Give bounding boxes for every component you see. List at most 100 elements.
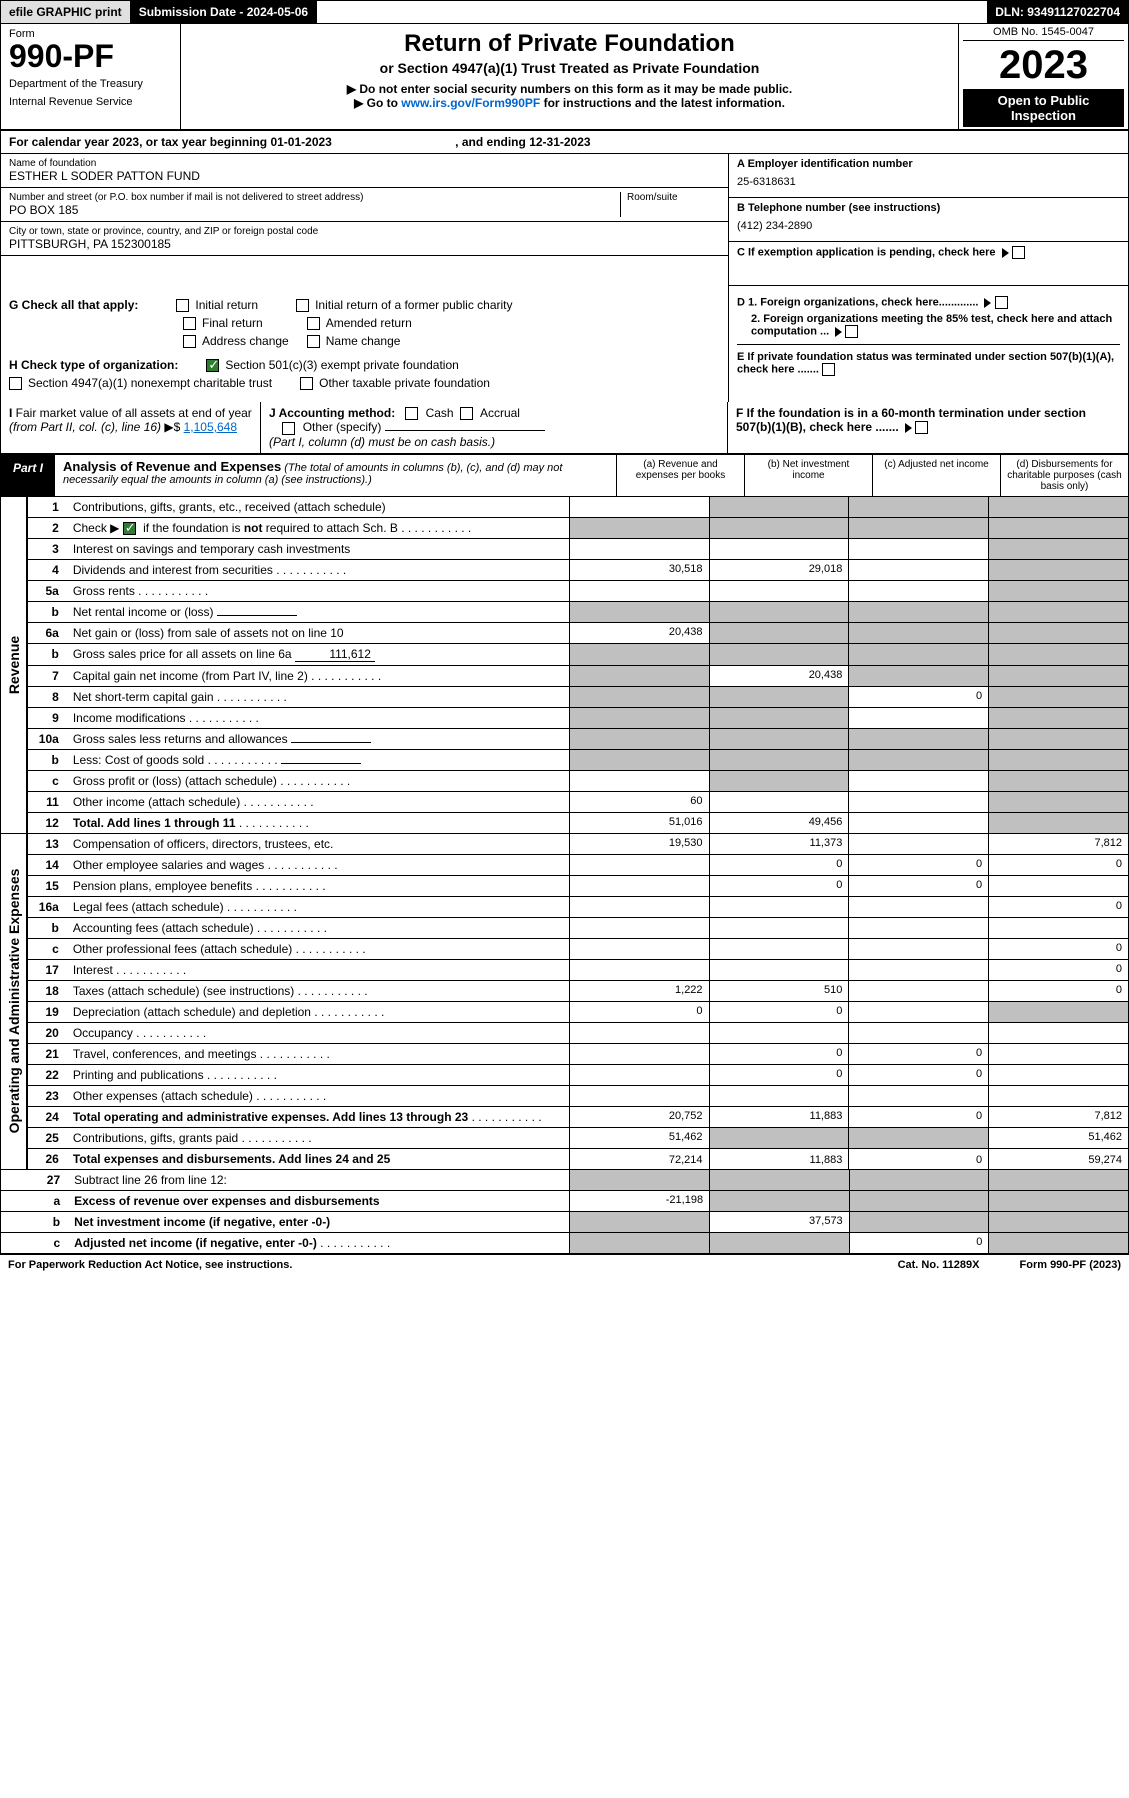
- dln: DLN: 93491127022704: [987, 1, 1128, 23]
- ein-label: A Employer identification number: [737, 158, 913, 170]
- g-opt-0: Initial return: [195, 298, 258, 312]
- h-4947-checkbox[interactable]: [9, 377, 22, 390]
- table-row: 4Dividends and interest from securities3…: [28, 559, 1129, 580]
- g-final-checkbox[interactable]: [183, 317, 196, 330]
- tax-year: 2023: [963, 45, 1124, 85]
- fmv-amount: 1,105,648: [184, 420, 237, 434]
- j-other-checkbox[interactable]: [282, 422, 295, 435]
- note-url: ▶ Go to www.irs.gov/Form990PF for instru…: [191, 96, 948, 110]
- phone: (412) 234-2890: [737, 220, 1120, 232]
- part1-header: Part I Analysis of Revenue and Expenses …: [0, 455, 1129, 497]
- table-row: 22Printing and publications00: [28, 1064, 1129, 1085]
- submission-date: Submission Date - 2024-05-06: [131, 1, 317, 23]
- table-row: 23Other expenses (attach schedule): [28, 1085, 1129, 1106]
- table-row: aExcess of revenue over expenses and dis…: [1, 1190, 1129, 1211]
- footer-cat: Cat. No. 11289X: [898, 1259, 980, 1271]
- table-row: 13Compensation of officers, directors, t…: [28, 834, 1129, 855]
- f-checkbox[interactable]: [915, 421, 928, 434]
- col-c-header: (c) Adjusted net income: [872, 455, 1000, 496]
- c-checkbox[interactable]: [1012, 246, 1025, 259]
- table-row: 20Occupancy: [28, 1022, 1129, 1043]
- efile-print-button[interactable]: efile GRAPHIC print: [1, 1, 131, 23]
- table-row: 3Interest on savings and temporary cash …: [28, 538, 1129, 559]
- form-subtitle: or Section 4947(a)(1) Trust Treated as P…: [191, 60, 948, 76]
- e-label: E If private foundation status was termi…: [737, 351, 1114, 375]
- arrow-icon: [1002, 248, 1009, 258]
- part1-tag: Part I: [1, 455, 55, 496]
- table-row: bNet rental income or (loss): [28, 601, 1129, 622]
- dept-treasury: Department of the Treasury: [9, 78, 172, 90]
- d1-checkbox[interactable]: [995, 296, 1008, 309]
- table-row: 6aNet gain or (loss) from sale of assets…: [28, 622, 1129, 643]
- table-row: 19Depreciation (attach schedule) and dep…: [28, 1001, 1129, 1022]
- part1-title: Analysis of Revenue and Expenses: [63, 459, 281, 474]
- omb-number: OMB No. 1545-0047: [963, 26, 1124, 41]
- form-title: Return of Private Foundation: [191, 30, 948, 58]
- foundation-name: ESTHER L SODER PATTON FUND: [9, 169, 200, 183]
- table-row: 14Other employee salaries and wages000: [28, 854, 1129, 875]
- g-address-checkbox[interactable]: [183, 335, 196, 348]
- table-row: 18Taxes (attach schedule) (see instructi…: [28, 980, 1129, 1001]
- i-label: I: [9, 406, 12, 420]
- h-opt-3: Other taxable private foundation: [319, 376, 490, 390]
- table-row: 24Total operating and administrative exp…: [28, 1106, 1129, 1127]
- revenue-side: Revenue: [1, 497, 27, 834]
- irs-label: Internal Revenue Service: [9, 96, 172, 108]
- table-row: 8Net short-term capital gain0: [28, 686, 1129, 707]
- schB-checkbox[interactable]: [123, 522, 136, 535]
- j-accrual-checkbox[interactable]: [460, 407, 473, 420]
- ein: 25-6318631: [737, 176, 1120, 188]
- g-opt-5: Name change: [326, 334, 401, 348]
- col-d-header: (d) Disbursements for charitable purpose…: [1000, 455, 1128, 496]
- table-row: 1Contributions, gifts, grants, etc., rec…: [28, 497, 1129, 518]
- c-label: C If exemption application is pending, c…: [737, 246, 996, 258]
- col-a-header: (a) Revenue and expenses per books: [616, 455, 744, 496]
- h-other-checkbox[interactable]: [300, 377, 313, 390]
- table-row: 16aLegal fees (attach schedule)0: [28, 896, 1129, 917]
- g-initial-checkbox[interactable]: [176, 299, 189, 312]
- expenses-table: 13Compensation of officers, directors, t…: [27, 834, 1129, 1170]
- table-row: 11Other income (attach schedule)60: [28, 791, 1129, 812]
- page-footer: For Paperwork Reduction Act Notice, see …: [0, 1254, 1129, 1275]
- table-row: bLess: Cost of goods sold: [28, 749, 1129, 770]
- name-label: Name of foundation: [9, 158, 720, 169]
- city-label: City or town, state or province, country…: [9, 226, 720, 237]
- phone-label: B Telephone number (see instructions): [737, 202, 940, 214]
- j-cash-checkbox[interactable]: [405, 407, 418, 420]
- foundation-meta: Name of foundationESTHER L SODER PATTON …: [0, 154, 1129, 286]
- table-row: 17Interest0: [28, 959, 1129, 980]
- table-row: 5aGross rents: [28, 580, 1129, 601]
- h-501c3-checkbox[interactable]: [206, 359, 219, 372]
- g-name-checkbox[interactable]: [307, 335, 320, 348]
- line27-table: 27Subtract line 26 from line 12: aExcess…: [0, 1170, 1129, 1254]
- g-opt-2: Address change: [202, 334, 289, 348]
- form-number: 990-PF: [9, 40, 172, 72]
- footer-form: Form 990-PF (2023): [1020, 1259, 1122, 1271]
- revenue-table: 1Contributions, gifts, grants, etc., rec…: [27, 497, 1129, 834]
- table-row: 2Check ▶ if the foundation is not requir…: [28, 517, 1129, 538]
- street: PO BOX 185: [9, 203, 78, 217]
- table-row: 12Total. Add lines 1 through 1151,01649,…: [28, 812, 1129, 833]
- d2-label: 2. Foreign organizations meeting the 85%…: [751, 313, 1112, 337]
- g-opt-3: Initial return of a former public charit…: [315, 298, 512, 312]
- revenue-grid: Revenue 1Contributions, gifts, grants, e…: [0, 497, 1129, 834]
- g-former-checkbox[interactable]: [296, 299, 309, 312]
- table-row: 21Travel, conferences, and meetings00: [28, 1043, 1129, 1064]
- street-label: Number and street (or P.O. box number if…: [9, 192, 620, 203]
- fmv-row: I Fair market value of all assets at end…: [0, 402, 1129, 455]
- d2-checkbox[interactable]: [845, 325, 858, 338]
- j-note: (Part I, column (d) must be on cash basi…: [269, 435, 495, 449]
- h-label: H Check type of organization:: [9, 358, 178, 372]
- table-row: cGross profit or (loss) (attach schedule…: [28, 770, 1129, 791]
- table-row: bGross sales price for all assets on lin…: [28, 643, 1129, 665]
- e-checkbox[interactable]: [822, 363, 835, 376]
- room-label: Room/suite: [627, 192, 720, 203]
- g-amended-checkbox[interactable]: [307, 317, 320, 330]
- table-row: 25Contributions, gifts, grants paid51,46…: [28, 1127, 1129, 1148]
- irs-link[interactable]: www.irs.gov/Form990PF: [401, 96, 540, 110]
- expenses-side: Operating and Administrative Expenses: [1, 834, 27, 1170]
- g-opt-1: Final return: [202, 316, 263, 330]
- table-row: 26Total expenses and disbursements. Add …: [28, 1148, 1129, 1169]
- col-b-header: (b) Net investment income: [744, 455, 872, 496]
- table-row: cAdjusted net income (if negative, enter…: [1, 1232, 1129, 1253]
